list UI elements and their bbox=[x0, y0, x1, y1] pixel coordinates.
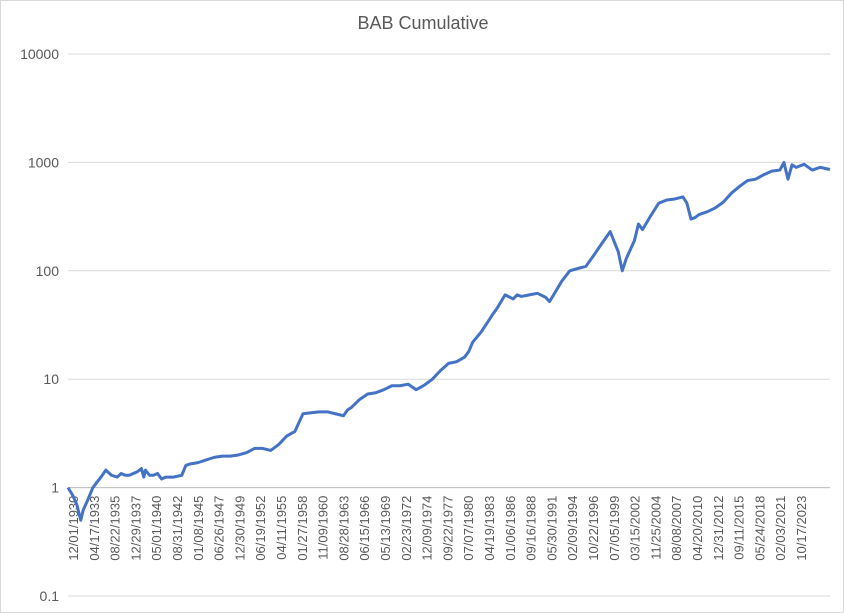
y-tick-label-2: 10 bbox=[43, 371, 59, 387]
x-tick-label-20: 04/19/1983 bbox=[482, 496, 497, 561]
x-tick-label-34: 02/03/2021 bbox=[773, 496, 788, 561]
x-tick-label-13: 08/28/1963 bbox=[336, 496, 351, 561]
x-tick-label-22: 09/16/1988 bbox=[524, 496, 539, 561]
x-tick-label-32: 09/11/2015 bbox=[732, 496, 747, 560]
x-tick-label-33: 05/24/2018 bbox=[752, 496, 767, 561]
x-tick-label-6: 01/08/1945 bbox=[191, 496, 206, 561]
x-tick-label-12: 11/09/1960 bbox=[316, 496, 331, 560]
x-tick-label-25: 10/22/1996 bbox=[586, 496, 601, 561]
series-line bbox=[66, 160, 831, 522]
x-tick-label-3: 12/29/1937 bbox=[128, 496, 143, 561]
x-tick-label-31: 12/31/2012 bbox=[711, 496, 726, 561]
x-tick-label-7: 06/26/1947 bbox=[212, 496, 227, 561]
x-tick-label-27: 03/15/2002 bbox=[628, 496, 643, 561]
x-tick-label-21: 01/06/1986 bbox=[503, 496, 518, 561]
x-tick-label-26: 07/05/1999 bbox=[607, 496, 622, 561]
x-tick-label-14: 06/15/1966 bbox=[357, 496, 372, 561]
x-tick-label-17: 12/09/1974 bbox=[420, 496, 435, 561]
chart-title: BAB Cumulative bbox=[357, 13, 489, 33]
x-tick-label-19: 07/07/1980 bbox=[461, 496, 476, 561]
y-tick-label-5: 10000 bbox=[20, 46, 59, 62]
x-tick-label-18: 09/22/1977 bbox=[440, 496, 455, 561]
x-tick-label-23: 05/30/1991 bbox=[544, 496, 559, 561]
x-tick-label-29: 08/08/2007 bbox=[669, 496, 684, 561]
x-tick-label-11: 01/27/1958 bbox=[295, 496, 310, 561]
x-tick-label-8: 12/30/1949 bbox=[232, 496, 247, 561]
y-tick-label-3: 100 bbox=[36, 263, 60, 279]
x-tick-label-1: 04/17/1933 bbox=[87, 496, 102, 561]
x-tick-label-35: 10/17/2023 bbox=[794, 496, 809, 561]
x-tick-label-0: 12/01/1930 bbox=[66, 496, 81, 561]
x-tick-label-30: 04/20/2010 bbox=[690, 496, 705, 561]
y-tick-label-1: 1 bbox=[51, 480, 59, 496]
x-tick-label-5: 08/31/1942 bbox=[170, 496, 185, 561]
y-tick-label-4: 1000 bbox=[28, 154, 59, 170]
x-tick-label-28: 11/25/2004 bbox=[648, 496, 663, 560]
x-tick-label-4: 05/01/1940 bbox=[149, 496, 164, 561]
x-tick-label-9: 06/19/1952 bbox=[253, 496, 268, 561]
y-tick-label-0: 0.1 bbox=[40, 588, 60, 604]
x-tick-label-15: 05/13/1969 bbox=[378, 496, 393, 561]
x-tick-label-10: 04/11/1955 bbox=[274, 496, 289, 560]
x-tick-label-24: 02/09/1994 bbox=[565, 496, 580, 561]
x-tick-label-16: 02/23/1972 bbox=[399, 496, 414, 561]
x-tick-label-2: 08/22/1935 bbox=[108, 496, 123, 561]
